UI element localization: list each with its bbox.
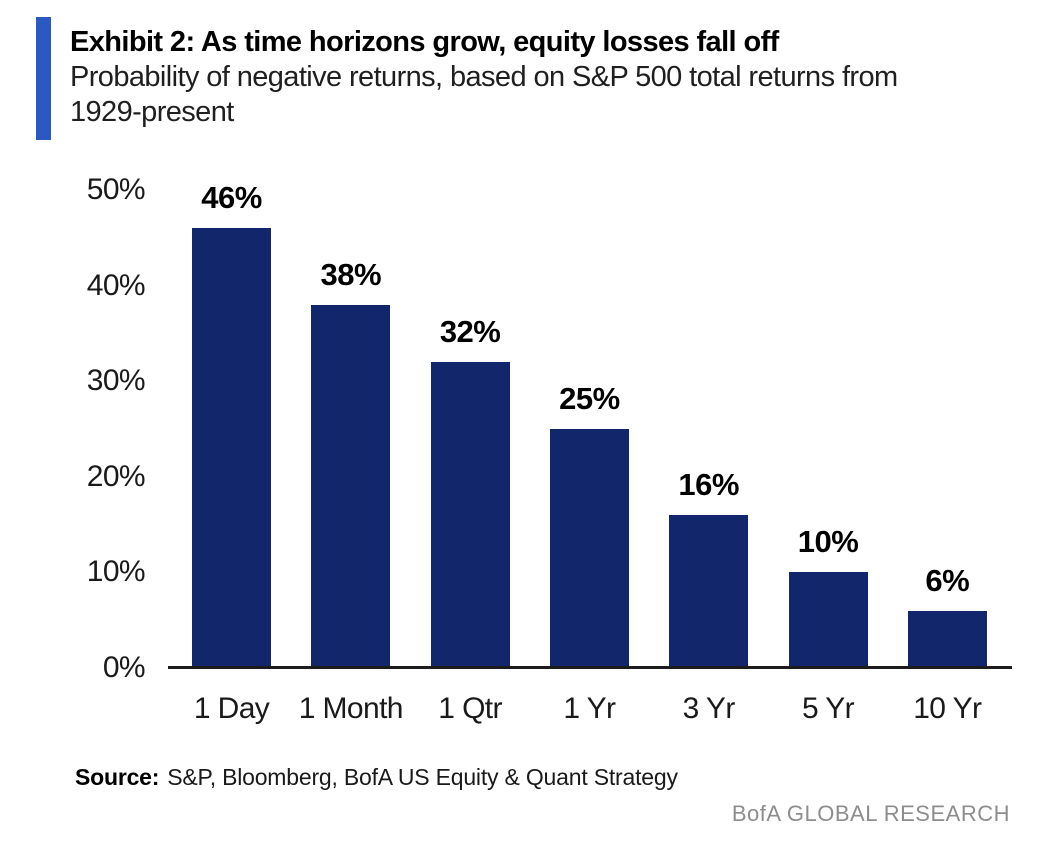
- y-tick-label: 20%: [86, 460, 146, 493]
- title-accent-bar: [36, 17, 51, 140]
- bar-value-label: 46%: [201, 180, 262, 215]
- y-tick-label: 40%: [86, 269, 146, 302]
- bar-value-label: 16%: [678, 467, 739, 502]
- y-tick-label: 10%: [86, 555, 146, 588]
- bar-value-label: 38%: [320, 257, 382, 292]
- exhibit-subtitle-line-1: Probability of negative returns, based o…: [70, 61, 898, 93]
- bar-1-month: [311, 305, 391, 668]
- x-tick-label: 5 Yr: [801, 692, 855, 725]
- x-tick-label: 10 Yr: [913, 692, 982, 725]
- bar-1-yr: [549, 429, 629, 668]
- brand-line: BofA GLOBAL RESEARCH: [731, 801, 1010, 826]
- y-tick-label: 0%: [102, 651, 146, 684]
- y-tick-label: 50%: [86, 173, 146, 206]
- exhibit-subtitle-line-2: 1929-present: [70, 96, 234, 128]
- x-tick-label: 3 Yr: [682, 692, 736, 725]
- x-tick-label: 1 Day: [193, 692, 270, 725]
- x-axis-line: [168, 666, 1012, 669]
- header: Exhibit 2: As time horizons grow, equity…: [70, 24, 1010, 130]
- bar-1-day: [192, 228, 271, 668]
- exhibit-title: Exhibit 2: As time horizons grow, equity…: [70, 26, 779, 58]
- plot-area: 46% 38% 32% 25% 16% 10% 6%: [170, 180, 1010, 668]
- bar-value-label: 32%: [439, 314, 501, 349]
- y-tick-label: 30%: [86, 364, 146, 397]
- bar-value-label: 25%: [559, 381, 620, 416]
- bar-1-qtr: [430, 362, 510, 668]
- source-text: S&P, Bloomberg, BofA US Equity & Quant S…: [167, 764, 678, 790]
- source-line: Source: S&P, Bloomberg, BofA US Equity & …: [75, 764, 678, 791]
- x-tick-label: 1 Qtr: [438, 692, 502, 725]
- bar-value-label: 10%: [797, 524, 859, 559]
- source-label: Source:: [75, 764, 160, 790]
- bar-5-yr: [788, 572, 868, 668]
- x-tick-label: 1 Month: [298, 692, 404, 725]
- bar-value-label: 6%: [925, 563, 970, 598]
- bar-3-yr: [669, 515, 749, 668]
- x-tick-label: 1 Yr: [563, 692, 616, 725]
- bar-10-yr: [907, 611, 987, 668]
- y-axis: 50% 40% 30% 20% 10% 0%: [40, 172, 146, 692]
